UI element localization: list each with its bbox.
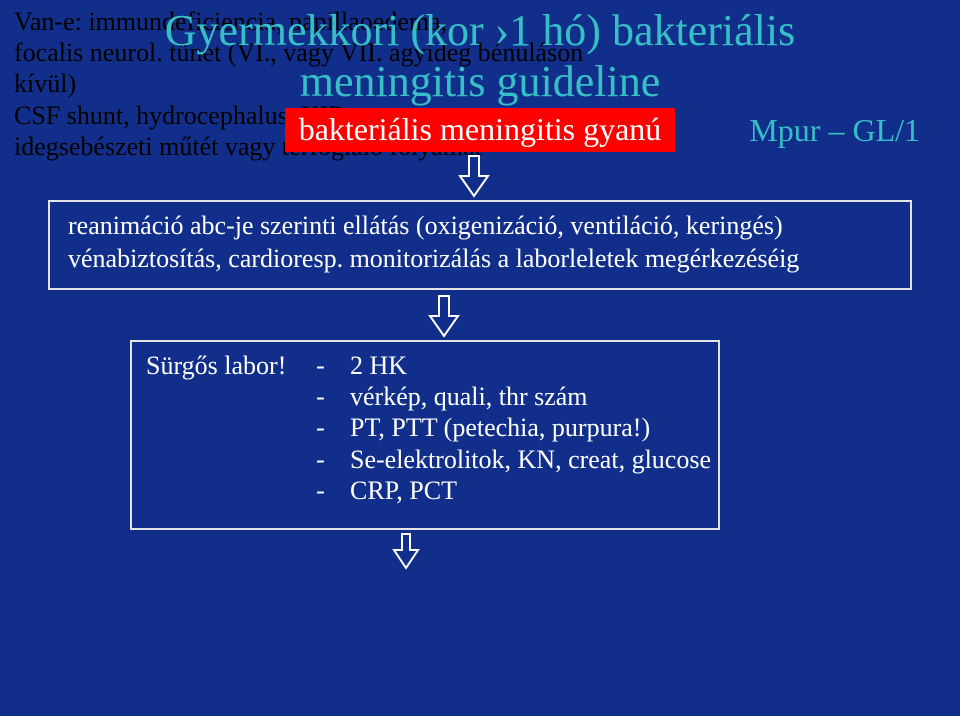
box2-row-0: Sürgős labor! - 2 HK bbox=[146, 350, 704, 381]
dash-icon: - bbox=[311, 381, 331, 412]
slide: Gyermekkori (kor ›1 hó) bakteriális meni… bbox=[0, 0, 960, 716]
box2-item-0: 2 HK bbox=[350, 351, 407, 380]
box2-row-4: - CRP, PCT bbox=[146, 475, 704, 506]
box2-item-2: PT, PTT (petechia, purpura!) bbox=[350, 413, 650, 442]
dash-icon: - bbox=[311, 350, 331, 381]
box-reanimation: reanimáció abc-je szerinti ellátás (oxig… bbox=[48, 200, 912, 290]
corner-badge: Mpur – GL/1 bbox=[749, 112, 920, 149]
box2-item-4: CRP, PCT bbox=[350, 476, 457, 505]
box1-line-2: vénabiztosítás, cardioresp. monitorizálá… bbox=[68, 243, 892, 276]
dash-icon: - bbox=[311, 475, 331, 506]
slide-title: Gyermekkori (kor ›1 hó) bakteriális meni… bbox=[165, 6, 795, 107]
dash-icon: - bbox=[311, 412, 331, 443]
box2-row-1: - vérkép, quali, thr szám bbox=[146, 381, 704, 412]
arrow-down-icon bbox=[394, 534, 418, 568]
box2-row-3: - Se-elektrolitok, KN, creat, glucose bbox=[146, 444, 704, 475]
box-labor: Sürgős labor! - 2 HK - vérkép, quali, th… bbox=[130, 340, 720, 530]
arrow-down-icon bbox=[430, 296, 458, 336]
box2-item-3: Se-elektrolitok, KN, creat, glucose bbox=[350, 445, 711, 474]
box1-line-1: reanimáció abc-je szerinti ellátás (oxig… bbox=[68, 210, 892, 243]
title-line-2: meningitis guideline bbox=[300, 57, 661, 106]
subtitle-highlight: bakteriális meningitis gyanú bbox=[285, 108, 676, 152]
title-block: Gyermekkori (kor ›1 hó) bakteriális meni… bbox=[0, 6, 960, 107]
dash-icon: - bbox=[311, 444, 331, 475]
box2-row-2: - PT, PTT (petechia, purpura!) bbox=[146, 412, 704, 443]
arrow-down-icon bbox=[460, 156, 488, 196]
title-line-1: Gyermekkori (kor ›1 hó) bakteriális bbox=[165, 6, 795, 55]
box2-heading: Sürgős labor! bbox=[146, 350, 304, 381]
box2-item-1: vérkép, quali, thr szám bbox=[350, 382, 588, 411]
